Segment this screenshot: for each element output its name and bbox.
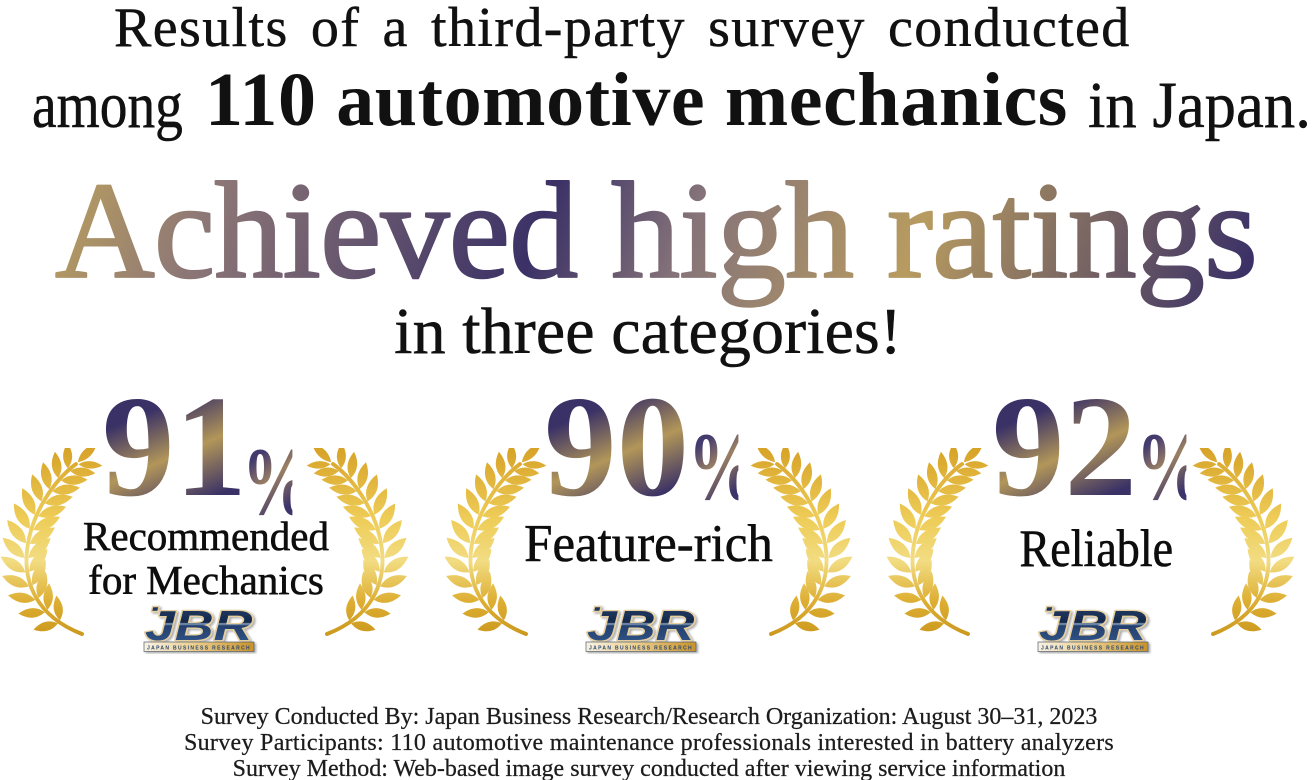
svg-text:JAPAN BUSINESS RESEARCH: JAPAN BUSINESS RESEARCH	[147, 645, 251, 651]
svg-text:JAPAN BUSINESS RESEARCH: JAPAN BUSINESS RESEARCH	[589, 645, 693, 651]
svg-text:JAPAN BUSINESS RESEARCH: JAPAN BUSINESS RESEARCH	[1041, 645, 1145, 651]
svg-text:Achieved high ratings: Achieved high ratings	[55, 163, 1257, 307]
